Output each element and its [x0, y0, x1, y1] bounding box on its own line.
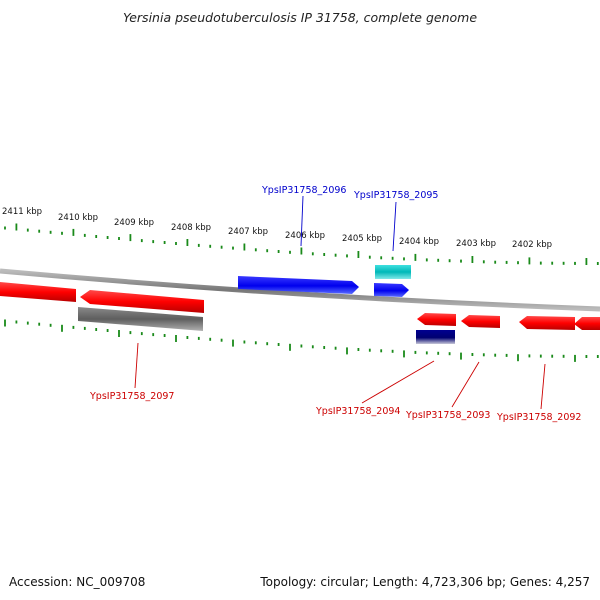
kbp-label-2403: 2403 kbp [456, 239, 496, 249]
leader-2095 [392, 201, 397, 252]
leader-2094 [361, 360, 435, 404]
kbp-ticks-forward [4, 223, 599, 265]
leader-2097 [134, 342, 139, 389]
gene-red-left-edge[interactable] [0, 282, 76, 302]
gene-navy-2094-region[interactable] [416, 330, 455, 344]
kbp-label-2407: 2407 kbp [228, 227, 268, 237]
topology-text: Topology: circular; Length: 4,723,306 bp… [260, 575, 590, 589]
kbp-label-2410: 2410 kbp [58, 213, 98, 223]
kbp-ticks-reverse [4, 319, 599, 362]
gene-red-right-edge[interactable] [574, 317, 600, 330]
gene-ypsip31758-2096[interactable] [238, 276, 359, 294]
gene-ypsip31758-2097[interactable] [78, 307, 203, 331]
gene-label-2094[interactable]: YpsIP31758_2094 [315, 406, 400, 417]
gene-red-2097-region[interactable] [80, 290, 204, 313]
leader-2096 [300, 195, 304, 247]
leader-2092 [540, 363, 546, 410]
gene-label-2095[interactable]: YpsIP31758_2095 [353, 190, 438, 201]
rna-gene-cyan[interactable] [375, 265, 411, 279]
gene-label-2092[interactable]: YpsIP31758_2092 [496, 412, 581, 423]
map-title: Yersinia pseudotuberculosis IP 31758, co… [122, 10, 478, 25]
gene-ypsip31758-2092[interactable] [519, 316, 575, 330]
gene-label-leaders [134, 195, 546, 410]
kbp-label-2408: 2408 kbp [171, 223, 211, 233]
gene-ypsip31758-2095[interactable] [374, 283, 409, 297]
kbp-label-2402: 2402 kbp [512, 240, 552, 250]
kbp-label-2411: 2411 kbp [2, 207, 42, 217]
kbp-label-2405: 2405 kbp [342, 234, 382, 244]
gene-labels: YpsIP31758_2096 YpsIP31758_2095 YpsIP317… [89, 185, 581, 423]
gene-label-2093[interactable]: YpsIP31758_2093 [405, 410, 490, 421]
gene-label-2097[interactable]: YpsIP31758_2097 [89, 391, 174, 402]
genome-backbone [0, 268, 600, 312]
gene-ypsip31758-2093[interactable] [461, 315, 500, 328]
kbp-label-2404: 2404 kbp [399, 237, 439, 247]
gene-ypsip31758-2094[interactable] [417, 313, 456, 326]
gene-label-2096[interactable]: YpsIP31758_2096 [261, 185, 346, 196]
accession-text: Accession: NC_009708 [9, 575, 146, 589]
kbp-label-2409: 2409 kbp [114, 218, 154, 228]
kbp-label-2406: 2406 kbp [285, 231, 325, 241]
leader-2093 [451, 361, 480, 408]
kbp-scale-labels: 2411 kbp 2410 kbp 2409 kbp 2408 kbp 2407… [2, 207, 552, 250]
